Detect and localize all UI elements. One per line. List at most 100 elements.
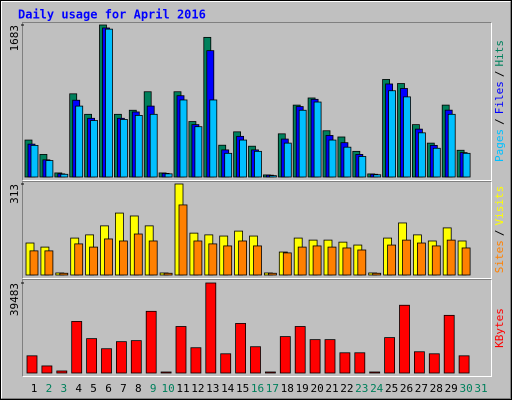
bar	[178, 204, 188, 276]
bar	[133, 233, 143, 276]
bar	[327, 246, 337, 276]
x-tick-label: 6	[105, 382, 112, 395]
x-tick-label: 11	[176, 382, 189, 395]
legend-separator: /	[493, 230, 506, 237]
bar	[343, 146, 352, 178]
bar	[148, 240, 158, 276]
x-tick-label: 31	[474, 382, 487, 395]
bar	[75, 105, 84, 178]
bar	[431, 245, 441, 276]
legend-separator: /	[493, 118, 506, 125]
x-tick-label: 2	[46, 382, 53, 395]
bar	[130, 340, 142, 374]
legend-entry: Pages	[493, 129, 506, 162]
bar	[354, 352, 366, 374]
x-tick-label: 3	[60, 382, 67, 395]
x-tick-label: 9	[150, 382, 157, 395]
bar	[205, 282, 217, 374]
x-tick-label: 27	[415, 382, 428, 395]
bar	[74, 243, 84, 276]
y-tick-label: 1683	[8, 25, 21, 52]
bar	[282, 252, 292, 276]
x-tick-label: 19	[296, 382, 309, 395]
bar	[264, 371, 276, 374]
x-tick-label: 18	[281, 382, 294, 395]
legend-separator: /	[493, 71, 506, 78]
x-tick-label: 21	[325, 382, 338, 395]
bar	[120, 119, 128, 178]
panel-bevel	[22, 22, 492, 181]
bar	[45, 160, 54, 178]
bar	[134, 115, 143, 178]
x-tick-label: 25	[385, 382, 398, 395]
bar	[175, 326, 187, 374]
x-tick-label: 13	[206, 382, 219, 395]
bar	[86, 338, 97, 374]
bar	[416, 242, 426, 276]
x-tick-label: 14	[221, 382, 235, 395]
bar	[163, 272, 173, 276]
x-tick-label: 24	[370, 382, 384, 395]
bar	[71, 321, 83, 374]
bar	[373, 174, 382, 178]
legend-entry: Files	[493, 81, 506, 114]
bar	[313, 101, 322, 178]
bar	[458, 355, 470, 374]
legend-entry: Sites	[493, 240, 506, 273]
x-tick-label: 7	[120, 382, 127, 395]
bar	[179, 99, 188, 178]
bar	[238, 240, 248, 276]
bar	[26, 355, 38, 374]
legend: Sites / Visits	[493, 186, 506, 274]
bar	[432, 147, 441, 178]
bar	[402, 239, 411, 276]
bar	[267, 272, 277, 276]
y-tick-label: 313	[8, 184, 21, 204]
x-tick-label: 12	[191, 382, 204, 395]
bar	[417, 132, 426, 178]
bar	[30, 144, 39, 178]
bar	[428, 353, 440, 374]
x-tick-label: 17	[266, 382, 279, 395]
bar	[279, 336, 291, 374]
y-tick-label: 39483	[8, 283, 21, 316]
legend-entry: Visits	[493, 186, 506, 226]
bar	[413, 351, 425, 374]
bar	[294, 326, 306, 374]
legend: KBytes	[493, 308, 506, 348]
bar	[462, 152, 471, 178]
bar	[250, 346, 261, 374]
x-tick-label: 28	[430, 382, 443, 395]
x-tick-label: 4	[75, 382, 82, 395]
bar	[372, 272, 382, 276]
bar	[254, 150, 262, 178]
bar	[342, 247, 352, 276]
bar	[357, 249, 367, 276]
bar	[193, 240, 203, 276]
x-tick-label: 10	[161, 382, 174, 395]
x-tick-label: 20	[310, 382, 323, 395]
bar	[297, 246, 307, 276]
bar	[268, 175, 277, 178]
bar	[119, 240, 128, 276]
bar	[328, 139, 337, 178]
x-tick-label: 15	[236, 382, 249, 395]
bar	[41, 365, 53, 374]
x-tick-label: 26	[400, 382, 413, 395]
bar	[403, 96, 411, 178]
bar	[209, 99, 218, 178]
bar	[324, 339, 336, 374]
bar	[160, 371, 172, 374]
bar	[60, 173, 69, 178]
bar	[388, 90, 397, 178]
bar	[239, 139, 248, 178]
bar	[59, 272, 69, 276]
legend: Pages / Files / Hits	[493, 40, 506, 162]
bar	[220, 353, 232, 374]
bar	[358, 156, 367, 178]
bar	[194, 126, 203, 178]
